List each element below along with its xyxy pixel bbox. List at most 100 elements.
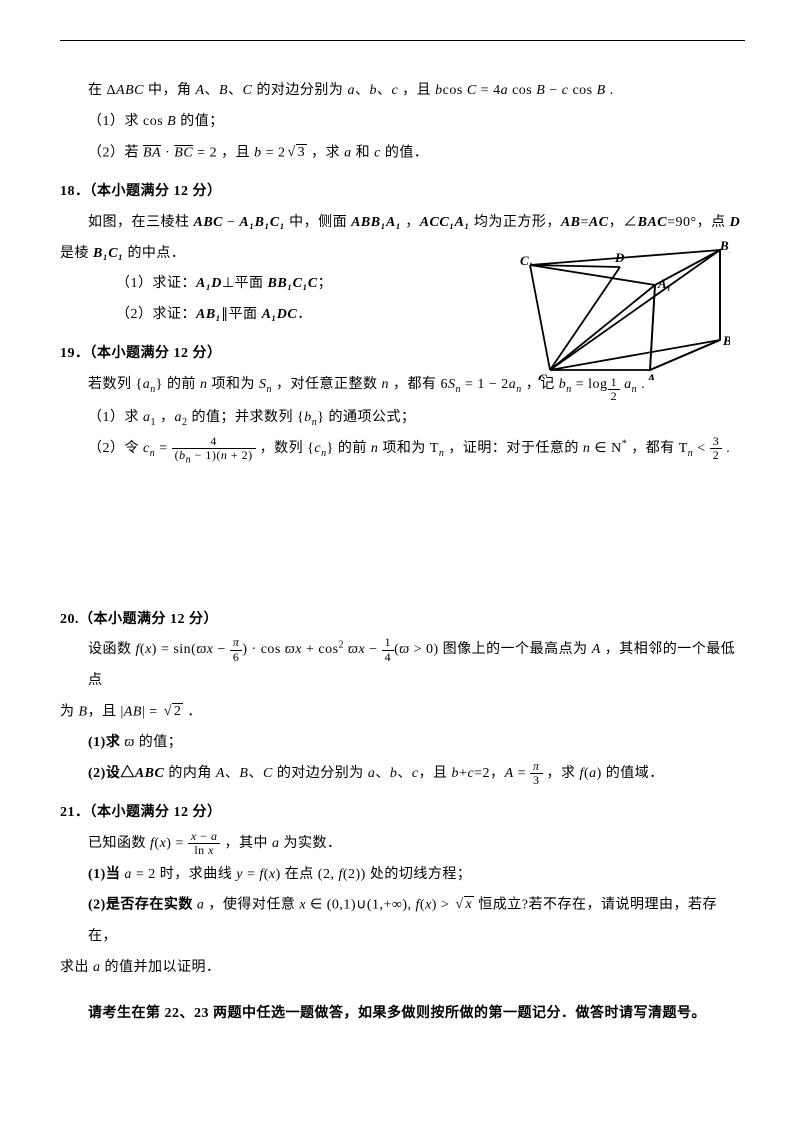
text: | =: [142, 705, 162, 720]
eq: = 4: [477, 83, 501, 98]
text: 、: [397, 766, 412, 781]
text: =: [514, 766, 530, 781]
text: 、: [248, 766, 263, 781]
text: 的值；: [176, 114, 224, 129]
text: 、: [228, 83, 243, 98]
sym: C: [263, 766, 273, 781]
text: ，证明：对于任意的: [444, 441, 583, 456]
brace: {: [136, 377, 143, 392]
text: 的前: [334, 441, 371, 456]
text: 的值．: [381, 145, 429, 160]
sym: c: [143, 441, 150, 456]
text: ，对任意正整数: [272, 377, 382, 392]
q20-l2: 为 B，且 |AB| = 2 ．: [60, 697, 745, 728]
text: 求出: [60, 960, 93, 975]
sym: a: [143, 410, 151, 425]
text: 为: [60, 705, 79, 720]
text: ，且: [419, 766, 452, 781]
sym: c: [412, 766, 419, 781]
text: (2)是否存在实数: [88, 898, 197, 913]
sym: ϖ: [399, 642, 409, 657]
sup: 2: [339, 640, 345, 651]
text: ⊥平面: [222, 276, 268, 291]
sym: ABC: [194, 215, 224, 230]
text: 中，角: [144, 83, 196, 98]
text: 在 Δ: [88, 83, 116, 98]
frac-32: 32: [710, 435, 723, 462]
text: 18．（本小题满分 12 分）: [60, 184, 222, 199]
q20-p2: (2)设△ABC 的内角 A、B、C 的对边分别为 a、b、c，且 b+c=2，…: [60, 759, 745, 790]
text: 、: [205, 83, 220, 98]
text: 如图，在三棱柱: [88, 215, 194, 230]
den: 2: [608, 390, 621, 403]
den: 2: [710, 449, 723, 462]
text: 的内角: [164, 766, 216, 781]
sub-half: 12: [608, 384, 621, 395]
num: π: [530, 760, 543, 774]
text: 项和为 T: [378, 441, 439, 456]
text: （2）求证：: [116, 307, 196, 322]
text: 的值；并求数列: [188, 410, 298, 425]
text: ，求: [543, 766, 580, 781]
sym: AB: [124, 705, 142, 720]
sym: ϖ: [124, 735, 134, 750]
text: −: [365, 642, 381, 657]
text: ) · cos: [242, 642, 281, 657]
text: 的值并加以证明．: [101, 960, 221, 975]
text: (2)设△: [88, 766, 135, 781]
sym: n: [381, 377, 389, 392]
sym: x: [145, 642, 152, 657]
t: −: [197, 829, 211, 843]
frac-cn: 4(bn − 1)(n + 2): [172, 435, 256, 462]
text: ∈ N: [590, 441, 621, 456]
sym: A₁DC: [262, 307, 298, 322]
label-A1: A₁: [657, 276, 671, 291]
text: ，使得对任意: [204, 898, 299, 913]
text: =: [155, 441, 171, 456]
sym: b: [304, 410, 312, 425]
text: .: [606, 83, 614, 98]
brace: }: [327, 441, 334, 456]
page: 在 ΔABC 中，角 A、B、C 的对边分别为 a、b、c ，且 bcos C …: [0, 0, 800, 1132]
q21-p2: (2)是否存在实数 a ，使得对任意 x ∈ (0,1)∪(1,+∞), f(x…: [60, 890, 745, 952]
q21-l1: 已知函数 f(x) = x − aln x ，其中 a 为实数．: [60, 829, 745, 860]
text: ) 在点 (2,: [276, 867, 339, 882]
text: (1)当: [88, 867, 124, 882]
frac-14: 14: [382, 636, 395, 663]
label-A: A: [646, 371, 656, 380]
sym: a: [175, 410, 183, 425]
text: ·: [161, 145, 174, 160]
eq: cos: [572, 83, 592, 98]
text: =: [581, 215, 589, 230]
text: = 2 ，且: [193, 145, 254, 160]
label-D: D: [614, 250, 625, 265]
text: .: [722, 441, 730, 456]
text: = 1 − 2: [461, 377, 509, 392]
eq: cos: [443, 83, 463, 98]
sym: AC: [589, 215, 609, 230]
text: =: [243, 867, 259, 882]
sym: AB: [561, 215, 581, 230]
sym: x: [269, 867, 276, 882]
eq: B: [536, 83, 545, 98]
sym-A: A: [195, 83, 204, 98]
sym: a: [589, 766, 597, 781]
text: > 0) 图像上的一个最高点为: [410, 642, 592, 657]
q17-line1: 在 ΔABC 中，角 A、B、C 的对边分别为 a、b、c ，且 bcos C …: [60, 76, 745, 107]
den: 4: [382, 651, 395, 664]
text: ，∠: [609, 215, 638, 230]
text: 19．（本小题满分 12 分）: [60, 346, 222, 361]
q20-l1: 设函数 f(x) = sin(ϖx − π6) · cos ϖx + cos2 …: [60, 635, 745, 697]
footer-note: 请考生在第 22、23 两题中任选一题做答，如果多做则按所做的第一题记分．做答时…: [60, 999, 745, 1030]
sym: B₁C₁: [93, 246, 123, 261]
text: 、: [375, 766, 390, 781]
text: 的值；: [135, 735, 183, 750]
sym-B: B: [167, 114, 176, 129]
text: 的通项公式；: [324, 410, 415, 425]
text: =90°，点: [667, 215, 730, 230]
sqrtx: x: [453, 890, 474, 921]
sym-ABC: ABC: [116, 83, 144, 98]
text: = 2: [262, 145, 286, 160]
sym: A₁B₁C₁: [239, 215, 285, 230]
q20-heading: 20.（本小题满分 12 分）: [60, 605, 745, 636]
